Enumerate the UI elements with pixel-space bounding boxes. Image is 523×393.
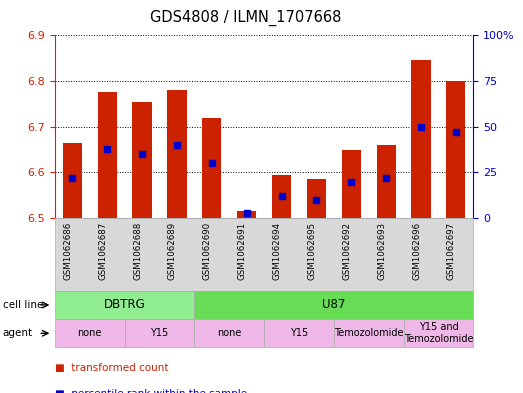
Text: GSM1062689: GSM1062689 bbox=[168, 222, 177, 280]
Bar bbox=[63, 143, 82, 218]
Bar bbox=[342, 150, 361, 218]
Text: Y15 and
Temozolomide: Y15 and Temozolomide bbox=[404, 323, 473, 344]
Bar bbox=[412, 61, 430, 218]
Bar bbox=[202, 118, 221, 218]
Text: GDS4808 / ILMN_1707668: GDS4808 / ILMN_1707668 bbox=[150, 10, 342, 26]
Text: GSM1062687: GSM1062687 bbox=[98, 222, 107, 280]
Text: none: none bbox=[77, 328, 102, 338]
Text: GSM1062690: GSM1062690 bbox=[203, 222, 212, 280]
Text: DBTRG: DBTRG bbox=[104, 298, 145, 312]
Text: cell line: cell line bbox=[3, 300, 43, 310]
Text: GSM1062688: GSM1062688 bbox=[133, 222, 142, 280]
Text: ■  transformed count: ■ transformed count bbox=[55, 363, 168, 373]
Text: GSM1062694: GSM1062694 bbox=[272, 222, 281, 280]
Text: GSM1062686: GSM1062686 bbox=[63, 222, 72, 280]
Text: GSM1062691: GSM1062691 bbox=[237, 222, 247, 280]
Text: agent: agent bbox=[3, 328, 33, 338]
Text: Y15: Y15 bbox=[290, 328, 308, 338]
Text: GSM1062697: GSM1062697 bbox=[447, 222, 456, 280]
Bar bbox=[237, 211, 256, 218]
Text: none: none bbox=[217, 328, 242, 338]
Text: GSM1062692: GSM1062692 bbox=[342, 222, 351, 280]
Bar bbox=[132, 102, 152, 218]
Text: U87: U87 bbox=[322, 298, 346, 312]
Text: GSM1062693: GSM1062693 bbox=[377, 222, 386, 280]
Bar bbox=[98, 92, 117, 218]
Text: GSM1062696: GSM1062696 bbox=[412, 222, 421, 280]
Text: Y15: Y15 bbox=[151, 328, 168, 338]
Text: Temozolomide: Temozolomide bbox=[334, 328, 403, 338]
Text: ■  percentile rank within the sample: ■ percentile rank within the sample bbox=[55, 389, 247, 393]
Bar bbox=[272, 175, 291, 218]
Bar bbox=[377, 145, 396, 218]
Bar bbox=[167, 90, 187, 218]
Bar bbox=[307, 179, 326, 218]
Text: GSM1062695: GSM1062695 bbox=[308, 222, 316, 280]
Bar bbox=[446, 81, 465, 218]
